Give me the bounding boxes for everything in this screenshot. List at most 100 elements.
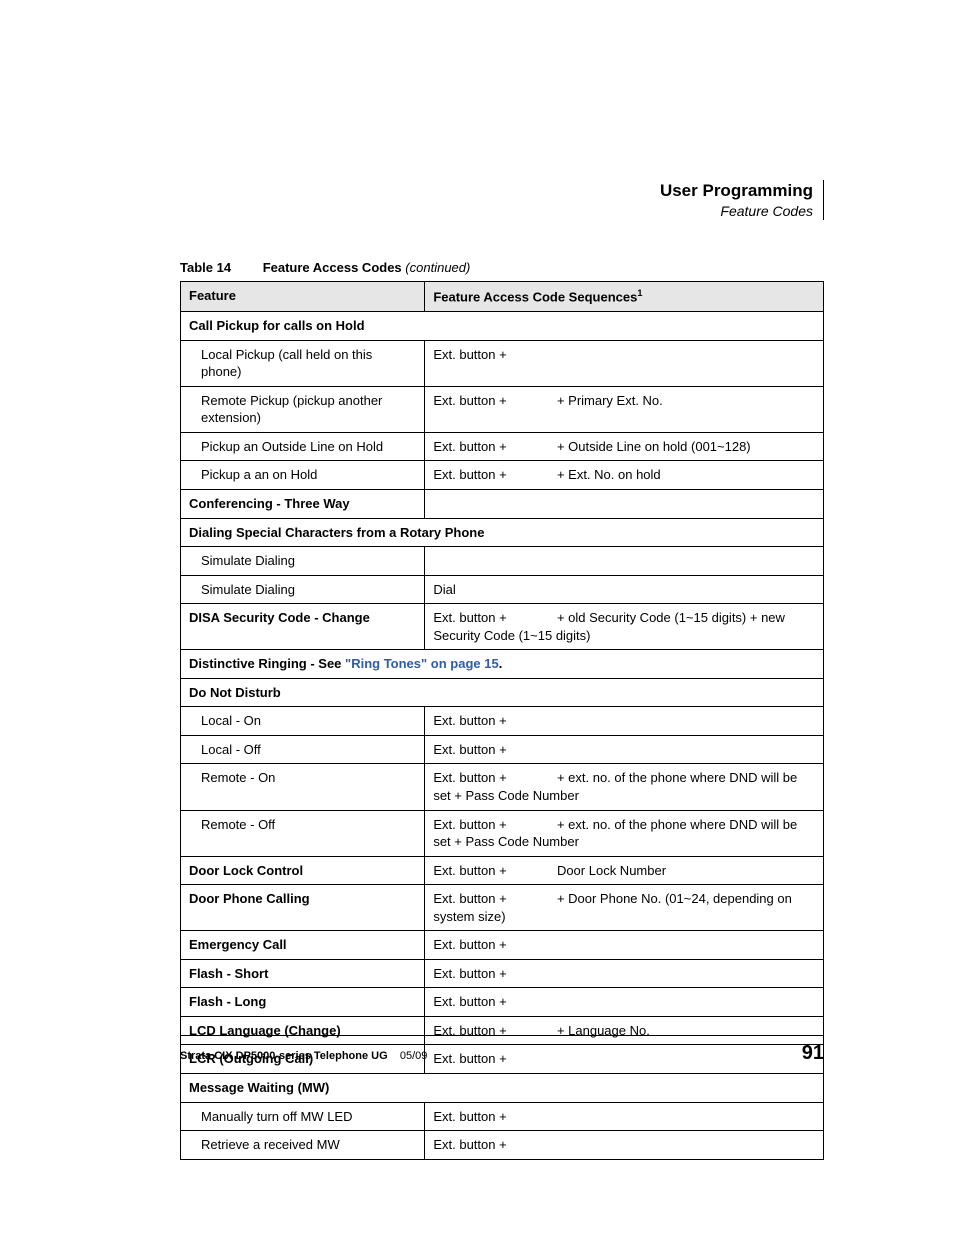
table-row: Simulate Dialing [181,547,824,576]
feature-cell: Local - On [181,707,425,736]
sequence-cell: Dial [425,575,824,604]
table-row: Pickup an Outside Line on HoldExt. butto… [181,432,824,461]
table-row: Flash - LongExt. button + [181,988,824,1017]
page: User Programming Feature Codes Table 14 … [0,0,954,1235]
table-row: Simulate DialingDial [181,575,824,604]
table-caption: Table 14 Feature Access Codes (continued… [180,260,824,275]
table-row: Retrieve a received MWExt. button + [181,1131,824,1160]
footer-date: 05/09 [400,1050,428,1062]
feature-cell: Remote Pickup (pickup another extension) [181,386,425,432]
table-row: Manually turn off MW LEDExt. button + [181,1102,824,1131]
table-row: Remote - OffExt. button + + ext. no. of … [181,810,824,856]
seq-prefix: Ext. button + [433,769,553,787]
sequence-cell: Ext. button + + Door Phone No. (01~24, d… [425,885,824,931]
table-row: Remote Pickup (pickup another extension)… [181,386,824,432]
col-header-sup: 1 [637,288,642,298]
sequence-cell: Ext. button + + ext. no. of the phone wh… [425,764,824,810]
sequence-cell: Ext. button + [425,735,824,764]
seq-prefix: Ext. button + [433,890,553,908]
sequence-cell: Ext. button + + Outside Line on hold (00… [425,432,824,461]
table-row: Emergency CallExt. button + [181,931,824,960]
section-link-post: . [499,656,503,671]
footer-doc: Strata CIX DP5000-series Telephone UG [180,1050,388,1062]
sequence-cell: Ext. button + [425,707,824,736]
col-header-sequence: Feature Access Code Sequences1 [425,282,824,312]
section-cell: Dialing Special Characters from a Rotary… [181,518,824,547]
seq-prefix: Ext. button + [433,816,553,834]
table-row: Local - OnExt. button + [181,707,824,736]
table-row: Call Pickup for calls on Hold [181,312,824,341]
seq-prefix: Ext. button + [433,466,553,484]
table-row: Dialing Special Characters from a Rotary… [181,518,824,547]
feature-cell: Door Phone Calling [181,885,425,931]
feature-cell: Simulate Dialing [181,575,425,604]
section-cell: Do Not Disturb [181,678,824,707]
sequence-cell: Ext. button + + Ext. No. on hold [425,461,824,490]
section-link-pre: Distinctive Ringing - See [189,656,345,671]
seq-prefix: Ext. button + [433,862,553,880]
feature-cell: Pickup an Outside Line on Hold [181,432,425,461]
table-row: Message Waiting (MW) [181,1074,824,1103]
section-cell: Call Pickup for calls on Hold [181,312,824,341]
col-header-feature: Feature [181,282,425,312]
table-row: Do Not Disturb [181,678,824,707]
seq-rest: + Outside Line on hold (001~128) [553,439,750,454]
table-row: Remote - OnExt. button + + ext. no. of t… [181,764,824,810]
feature-cell: Local Pickup (call held on this phone) [181,340,425,386]
sequence-cell: Ext. button + [425,340,824,386]
sequence-cell: Ext. button + Door Lock Number [425,856,824,885]
seq-rest: + Ext. No. on hold [553,467,660,482]
footer-left: Strata CIX DP5000-series Telephone UG 05… [180,1050,427,1062]
feature-codes-table: Feature Feature Access Code Sequences1 C… [180,281,824,1159]
sequence-cell: Ext. button + [425,1102,824,1131]
table-row: Local - OffExt. button + [181,735,824,764]
sequence-cell: Ext. button + [425,988,824,1017]
table-continued: (continued) [405,260,470,275]
table-header-row: Feature Feature Access Code Sequences1 [181,282,824,312]
feature-cell: Pickup a an on Hold [181,461,425,490]
feature-cell: Retrieve a received MW [181,1131,425,1160]
sequence-cell: Ext. button + [425,959,824,988]
feature-cell: Conferencing - Three Way [181,489,425,518]
feature-cell: Remote - On [181,764,425,810]
header-subtitle: Feature Codes [180,202,813,220]
table-title: Feature Access Codes [263,260,402,275]
sequence-cell: Ext. button + [425,931,824,960]
table-row: Local Pickup (call held on this phone)Ex… [181,340,824,386]
sequence-cell [425,547,824,576]
feature-cell: Emergency Call [181,931,425,960]
sequence-cell [425,489,824,518]
table-row: Conferencing - Three Way [181,489,824,518]
section-cell: Message Waiting (MW) [181,1074,824,1103]
seq-prefix: Ext. button + [433,438,553,456]
section-link-cell: Distinctive Ringing - See "Ring Tones" o… [181,650,824,679]
table-row: Flash - ShortExt. button + [181,959,824,988]
feature-cell: Simulate Dialing [181,547,425,576]
feature-cell: DISA Security Code - Change [181,604,425,650]
sequence-cell: Ext. button + + Primary Ext. No. [425,386,824,432]
table-row: Door Phone CallingExt. button + + Door P… [181,885,824,931]
col-header-sequence-text: Feature Access Code Sequences [433,290,637,305]
feature-cell: Flash - Short [181,959,425,988]
table-row: DISA Security Code - ChangeExt. button +… [181,604,824,650]
table-row: Door Lock ControlExt. button + Door Lock… [181,856,824,885]
seq-rest: + Primary Ext. No. [553,393,662,408]
table-row: Pickup a an on HoldExt. button + + Ext. … [181,461,824,490]
sequence-cell: Ext. button + [425,1131,824,1160]
feature-cell: Local - Off [181,735,425,764]
header-title: User Programming [180,180,813,202]
footer-page-number: 91 [802,1042,824,1065]
sequence-cell: Ext. button + + old Security Code (1~15 … [425,604,824,650]
seq-rest: Door Lock Number [553,863,666,878]
page-header: User Programming Feature Codes [180,180,824,220]
table-row: Distinctive Ringing - See "Ring Tones" o… [181,650,824,679]
sequence-cell: Ext. button + + ext. no. of the phone wh… [425,810,824,856]
cross-ref-link[interactable]: "Ring Tones" on page 15 [345,656,499,671]
feature-cell: Remote - Off [181,810,425,856]
feature-cell: Door Lock Control [181,856,425,885]
seq-prefix: Ext. button + [433,609,553,627]
table-body: Call Pickup for calls on HoldLocal Picku… [181,312,824,1160]
table-number: Table 14 [180,260,231,275]
feature-cell: Flash - Long [181,988,425,1017]
page-footer: Strata CIX DP5000-series Telephone UG 05… [180,1035,824,1065]
